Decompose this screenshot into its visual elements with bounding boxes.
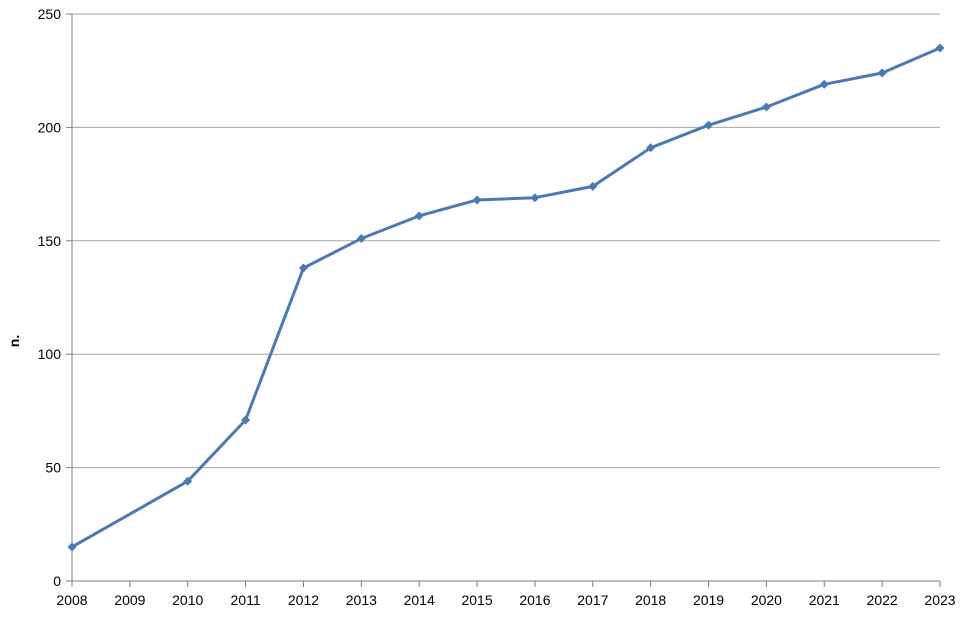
x-tick-label: 2018	[635, 592, 666, 608]
y-tick-label: 50	[45, 460, 61, 476]
data-point-2018	[646, 143, 656, 153]
y-tick-label: 0	[53, 573, 61, 589]
data-point-2008	[67, 542, 77, 552]
data-point-2017	[588, 181, 598, 191]
x-tick-label: 2022	[867, 592, 898, 608]
y-tick-labels: 0 50 100 150 200 250	[38, 6, 62, 589]
data-point-2011	[241, 415, 251, 425]
data-point-2012	[298, 263, 308, 273]
x-tick-label: 2008	[56, 592, 87, 608]
y-tick-label: 250	[38, 6, 62, 22]
x-tick-label: 2009	[114, 592, 145, 608]
y-tick-label: 100	[38, 346, 62, 362]
x-tick-label: 2014	[404, 592, 435, 608]
data-point-2010	[183, 476, 193, 486]
x-tick-label: 2020	[751, 592, 782, 608]
data-point-2022	[877, 68, 887, 78]
axes	[66, 13, 941, 587]
data-point-2016	[530, 193, 540, 203]
y-tick-label: 150	[38, 233, 62, 249]
x-tick-label: 2015	[461, 592, 492, 608]
data-point-2021	[819, 79, 829, 89]
x-tick-label: 2010	[172, 592, 203, 608]
x-tick-label: 2016	[519, 592, 550, 608]
data-point-2023	[935, 43, 945, 53]
y-axis-label: n.	[6, 335, 22, 347]
x-tick-label: 2021	[809, 592, 840, 608]
data-point-2014	[414, 211, 424, 221]
data-point-2020	[761, 102, 771, 112]
x-tick-label: 2012	[288, 592, 319, 608]
data-point-2019	[704, 120, 714, 130]
x-tick-label: 2023	[924, 592, 955, 608]
x-tick-label: 2019	[693, 592, 724, 608]
data-series	[67, 43, 945, 552]
x-tick-label: 2017	[577, 592, 608, 608]
x-tick-labels: 2008 2009 2010 2011 2012 2013 2014 2015 2016 2017…	[56, 592, 955, 608]
x-tick-label: 2013	[346, 592, 377, 608]
data-point-2015	[472, 195, 482, 205]
series-line	[70, 46, 942, 549]
grid-lines	[72, 13, 940, 469]
data-point-2013	[356, 234, 366, 244]
y-tick-label: 200	[38, 119, 62, 135]
x-tick-label: 2011	[231, 592, 261, 608]
